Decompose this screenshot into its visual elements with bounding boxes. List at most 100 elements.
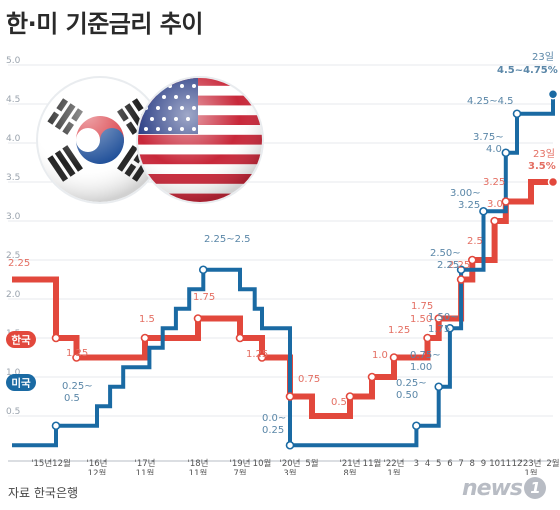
rate-marker bbox=[501, 148, 511, 158]
rate-marker bbox=[456, 275, 466, 284]
svg-text:0.25~: 0.25~ bbox=[396, 378, 427, 389]
x-tick-label: 8 bbox=[470, 459, 475, 469]
svg-text:3.0: 3.0 bbox=[487, 199, 503, 210]
y-tick-label: 1.0 bbox=[6, 368, 21, 378]
korea-rate-line bbox=[12, 179, 553, 419]
svg-text:3.25: 3.25 bbox=[483, 177, 505, 188]
x-tick-label: 1월 bbox=[387, 468, 400, 475]
x-tick-label: 11월 bbox=[363, 458, 382, 469]
svg-text:0.75: 0.75 bbox=[298, 374, 320, 385]
rate-marker bbox=[51, 421, 61, 431]
us-flag-icon bbox=[136, 76, 264, 204]
x-tick-label: '22년 bbox=[384, 458, 405, 469]
svg-text:1.75: 1.75 bbox=[428, 324, 450, 335]
rate-marker bbox=[547, 176, 559, 188]
x-tick-label: 12 bbox=[512, 459, 523, 469]
news1-logo: news 1 bbox=[462, 476, 547, 501]
svg-text:4.0: 4.0 bbox=[486, 144, 502, 155]
rate-marker bbox=[345, 392, 355, 401]
x-tick-label: '20년 bbox=[280, 458, 301, 469]
y-tick-label: 2.5 bbox=[6, 251, 20, 261]
page-title: 한·미 기준금리 추이 bbox=[6, 10, 203, 38]
x-tick-label: 7 bbox=[458, 459, 463, 469]
svg-text:2.25: 2.25 bbox=[8, 258, 30, 269]
svg-text:0.5: 0.5 bbox=[64, 393, 80, 404]
x-tick-label: 7월 bbox=[233, 468, 246, 475]
rate-markers bbox=[51, 89, 559, 450]
x-tick-label: '17년 bbox=[135, 458, 156, 469]
svg-text:1.75: 1.75 bbox=[193, 292, 215, 303]
rate-marker bbox=[456, 265, 466, 275]
y-tick-label: 5.0 bbox=[6, 56, 21, 66]
legend-korea: 한국 bbox=[6, 331, 36, 348]
rate-marker bbox=[479, 206, 488, 216]
x-tick-label: '23년 bbox=[521, 458, 542, 469]
rate-marker bbox=[285, 440, 295, 450]
svg-text:0.25: 0.25 bbox=[262, 425, 284, 436]
x-tick-label: 1월 bbox=[524, 468, 537, 475]
korea-rate-labels: 2.25 1.25 1.5 1.75 1.25 0.75 0.5 1.0 1.2… bbox=[8, 148, 556, 408]
y-axis: 0.51.01.52.02.53.03.54.04.55.0 bbox=[6, 56, 21, 417]
rate-marker bbox=[501, 197, 511, 206]
svg-text:1.75: 1.75 bbox=[411, 301, 433, 312]
us-rate-line bbox=[12, 94, 555, 448]
svg-text:3.25: 3.25 bbox=[458, 200, 480, 211]
source-note: 자료 한국은행 bbox=[8, 486, 79, 500]
svg-text:1.25: 1.25 bbox=[246, 349, 268, 360]
rate-marker bbox=[367, 372, 377, 382]
x-tick-label: 9 bbox=[481, 459, 486, 469]
rate-marker bbox=[467, 255, 477, 265]
y-tick-label: 4.5 bbox=[6, 95, 20, 105]
svg-text:2.25~2.5: 2.25~2.5 bbox=[204, 234, 251, 245]
rate-marker bbox=[72, 353, 81, 362]
svg-text:2.25: 2.25 bbox=[437, 260, 459, 271]
x-tick-label: '18년 bbox=[188, 458, 209, 469]
rate-marker bbox=[193, 314, 203, 323]
rate-marker bbox=[235, 333, 245, 343]
svg-text:1.25: 1.25 bbox=[388, 325, 410, 336]
svg-text:2.50~: 2.50~ bbox=[430, 248, 461, 259]
svg-text:3.00~: 3.00~ bbox=[450, 188, 481, 199]
svg-text:1.0: 1.0 bbox=[372, 350, 388, 361]
svg-text:23일: 23일 bbox=[532, 51, 554, 63]
svg-text:0.0~: 0.0~ bbox=[262, 413, 286, 424]
svg-text:0.25~: 0.25~ bbox=[62, 381, 93, 392]
x-tick-label: 2월 bbox=[546, 458, 559, 469]
svg-text:1.5: 1.5 bbox=[139, 314, 155, 325]
rate-marker bbox=[490, 216, 499, 226]
svg-text:미국: 미국 bbox=[11, 377, 31, 390]
svg-text:0.75~: 0.75~ bbox=[410, 350, 441, 361]
y-tick-label: 4.0 bbox=[6, 134, 21, 144]
x-tick-label: 8월 bbox=[343, 468, 356, 475]
x-tick-label: 10 bbox=[489, 459, 500, 469]
y-tick-label: 3.0 bbox=[6, 212, 21, 222]
x-tick-label: 5월 bbox=[305, 458, 318, 469]
x-tick-label: 4 bbox=[425, 459, 430, 469]
x-tick-label: 11 bbox=[500, 459, 511, 469]
svg-text:1.00: 1.00 bbox=[410, 362, 432, 373]
interest-rate-chart: 0.5 1.0 1.5 2.0 2.5 3.0 3.5 4.0 4.5 5.0 '15년12월 '1… bbox=[6, 51, 560, 475]
svg-text:한국: 한국 bbox=[11, 334, 31, 347]
x-tick-label: 12월 bbox=[88, 468, 107, 475]
x-tick-label: '19년 bbox=[230, 458, 251, 469]
legend-us: 미국 bbox=[6, 374, 36, 391]
rate-marker bbox=[434, 314, 444, 323]
x-tick-label: 11월 bbox=[189, 468, 208, 475]
rate-marker bbox=[285, 392, 295, 401]
us-rate-labels: 0.25~ 0.5 2.25~2.5 0.0~ 0.25 0.25~ 0.50 … bbox=[62, 51, 558, 436]
rate-marker bbox=[512, 109, 522, 119]
x-tick-label: '21년 bbox=[340, 458, 361, 469]
svg-text:1.50: 1.50 bbox=[410, 314, 432, 325]
x-tick-label: 5 bbox=[436, 459, 441, 469]
svg-text:0.5: 0.5 bbox=[331, 397, 347, 408]
rate-marker bbox=[434, 382, 444, 392]
rate-marker bbox=[445, 323, 455, 333]
rate-marker bbox=[423, 333, 432, 343]
rate-marker bbox=[198, 265, 208, 275]
svg-text:2.5: 2.5 bbox=[467, 236, 483, 247]
y-tick-label: 3.5 bbox=[6, 173, 20, 183]
svg-text:4.25~4.5: 4.25~4.5 bbox=[467, 96, 514, 107]
rate-marker bbox=[389, 353, 399, 362]
svg-text:1.50~: 1.50~ bbox=[428, 312, 459, 323]
x-tick-label: 10월 bbox=[253, 458, 272, 469]
